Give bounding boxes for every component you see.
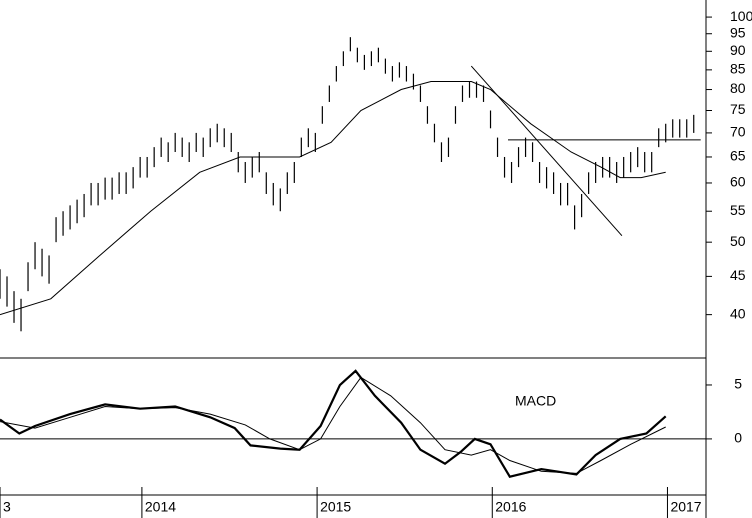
y-tick-label: 95: [730, 24, 746, 40]
y-tick-label: 55: [730, 202, 746, 218]
x-tick-label: 3: [3, 499, 11, 515]
y-tick-label: 40: [730, 305, 746, 321]
y-tick-label: 85: [730, 61, 746, 77]
x-tick-label: 2015: [320, 499, 351, 515]
macd-label: MACD: [515, 393, 556, 409]
y-tick-label: 65: [730, 148, 746, 164]
moving-average: [0, 81, 666, 316]
y-tick-label: 70: [730, 124, 746, 140]
y-tick-label: 45: [730, 267, 746, 283]
x-tick-label: 2017: [670, 499, 701, 515]
x-tick-label: 2014: [145, 499, 176, 515]
macd-line: [0, 369, 667, 478]
y-tick-label: 90: [730, 42, 746, 58]
y-tick-label: 0: [734, 430, 742, 446]
y-tick-label: 60: [730, 174, 746, 190]
y-tick-label: 100: [730, 8, 752, 24]
macd-line: [0, 376, 666, 474]
y-tick-label: 5: [734, 376, 742, 392]
y-tick-label: 80: [730, 80, 746, 96]
y-tick-label: 75: [730, 101, 746, 117]
x-tick-label: 2016: [495, 499, 526, 515]
trend-line: [470, 65, 623, 237]
y-tick-label: 50: [730, 233, 746, 249]
